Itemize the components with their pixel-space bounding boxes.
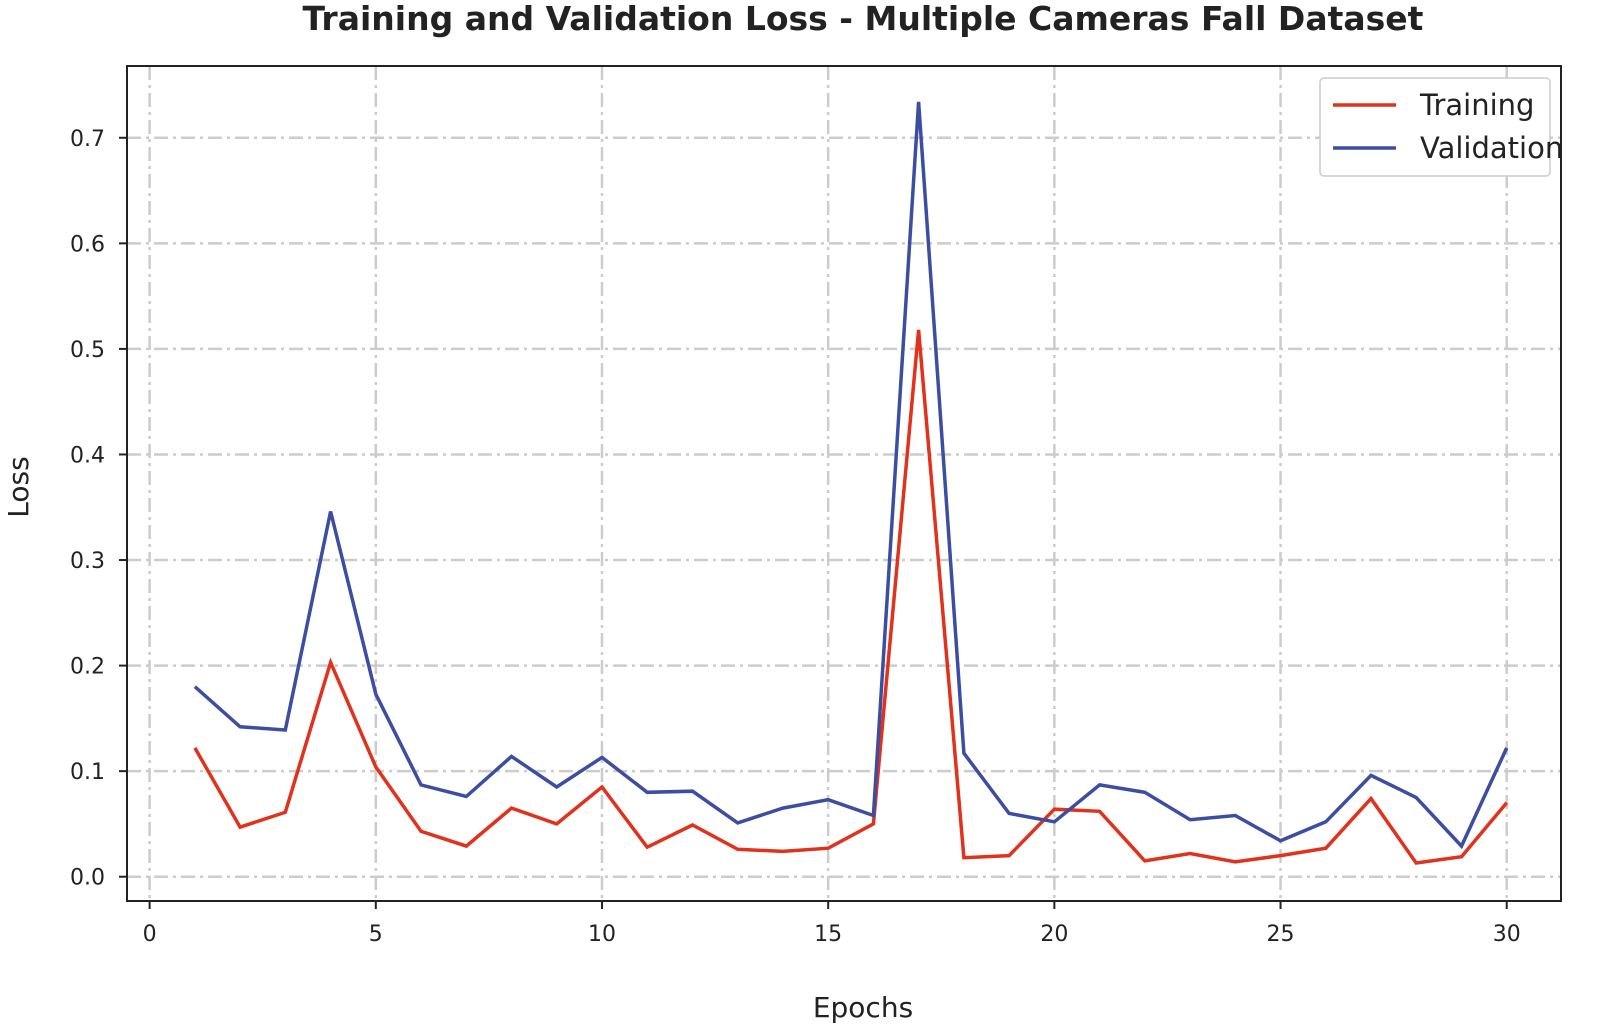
y-tick-label: 0.4 [70,443,105,468]
legend: Training Validation [1319,77,1563,177]
x-axis-label: Epochs [813,991,913,1024]
legend-label-validation: Validation [1420,131,1563,165]
legend-label-training: Training [1419,88,1534,122]
y-tick-label: 0.5 [70,338,105,363]
x-tick-label: 0 [143,922,157,947]
y-tick-label: 0.1 [70,760,105,785]
x-tick-label: 10 [588,922,616,947]
y-tick-label: 0.6 [70,232,105,257]
x-tick-label: 20 [1040,922,1068,947]
x-tick-label: 5 [369,922,383,947]
grid [127,66,1561,901]
y-tick-label: 0.2 [70,655,105,680]
legend-box [1319,77,1551,177]
series-lines [193,101,1509,865]
y-tick-label: 0.3 [70,549,105,574]
series-line-training [193,329,1509,865]
plot-frame [126,65,1562,902]
axis-ticks: 0 5 10 15 20 25 30 0.0 0.1 0.2 0.3 0.4 0.5 0.6 0.7 [70,127,1521,947]
x-tick-label: 30 [1493,922,1521,947]
chart-title: Training and Validation Loss - Multiple … [303,0,1424,38]
series-line-validation [193,101,1509,850]
y-axis-label: Loss [2,456,35,517]
x-tick-label: 15 [814,922,842,947]
y-tick-label: 0.7 [70,127,105,152]
y-tick-label: 0.0 [70,866,105,891]
x-tick-label: 25 [1267,922,1295,947]
